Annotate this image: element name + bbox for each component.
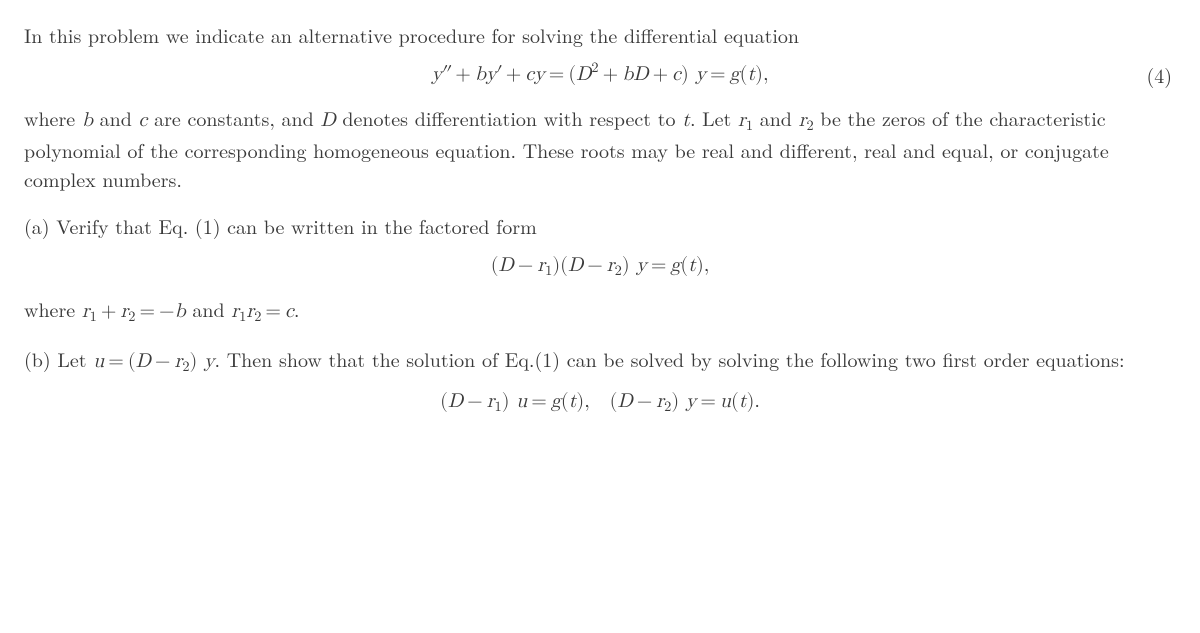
sub: 1 — [746, 118, 753, 133]
sym-r1: r1 — [738, 110, 753, 130]
text: . — [294, 294, 300, 323]
rel-prod: r1r2=c — [231, 301, 294, 321]
part-b-lead: (b) Let u=(D−r2) y. Then show that the s… — [24, 344, 1176, 376]
part-b-equation: (D−r1) u=g(t), (D−r2) y=u(t). — [440, 387, 760, 416]
equation-4: y″+by′+cy=(D2+bD+c) y=g(t), — [432, 60, 769, 89]
text: where — [24, 294, 82, 323]
equation-4-row: y″+by′+cy=(D2+bD+c) y=g(t), (4) — [24, 59, 1176, 89]
equation-4-number: (4) — [1146, 60, 1172, 89]
text: and — [753, 103, 799, 132]
sub: 2 — [806, 118, 813, 133]
text: and — [93, 103, 139, 132]
text: where — [24, 103, 82, 132]
part-a-equation-row: (D−r1)(D−r2) y=g(t), — [24, 250, 1176, 280]
rel-sum: r1+r2=−b — [82, 301, 186, 321]
sym-r2: r2 — [799, 110, 814, 130]
sym-t: t — [682, 110, 690, 130]
part-a-equation: (D−r1)(D−r2) y=g(t), — [491, 251, 710, 280]
text: (b) Let — [24, 344, 93, 373]
text: and — [186, 294, 232, 323]
definitions-paragraph: where b and c are constants, and D denot… — [24, 103, 1176, 193]
let-u: u=(D−r2) y — [93, 351, 214, 371]
part-a-lead: (a) Verify that Eq. (1) can be written i… — [24, 211, 1176, 240]
text: . Let — [690, 103, 738, 132]
intro-paragraph: In this problem we indicate an alternati… — [24, 20, 1176, 49]
sym-D: D — [320, 110, 335, 130]
part-a-where: where r1+r2=−b and r1r2=c. — [24, 294, 1176, 326]
text: are constants, and — [147, 103, 320, 132]
text: . Then show that the solution of Eq.(1) … — [215, 344, 1125, 373]
sym-b: b — [82, 110, 93, 130]
part-b-equation-row: (D−r1) u=g(t), (D−r2) y=u(t). — [24, 386, 1176, 416]
text: denotes differentiation with respect to — [336, 103, 682, 132]
